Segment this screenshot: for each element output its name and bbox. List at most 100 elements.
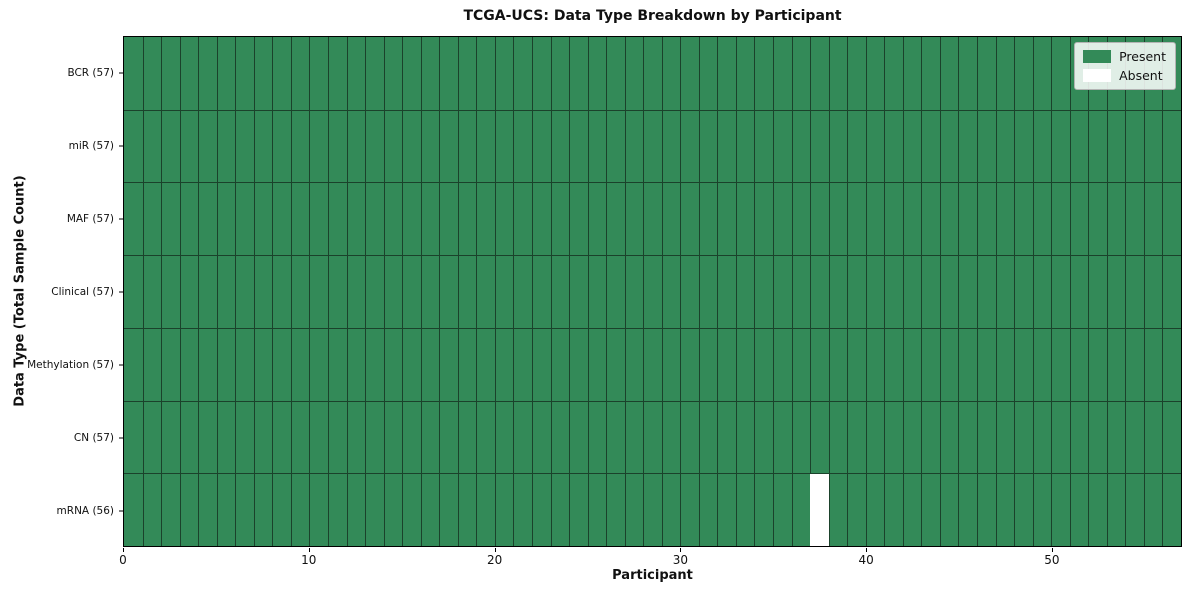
grid-line-vertical <box>309 37 311 546</box>
x-tick-label: 0 <box>119 553 127 567</box>
x-tick-mark <box>308 548 310 552</box>
y-tick-label-MAF: MAF (57) <box>66 212 114 225</box>
legend: Present Absent <box>1074 42 1176 90</box>
grid-line-vertical <box>624 37 626 546</box>
grid-line-vertical <box>661 37 663 546</box>
grid-line-vertical <box>773 37 775 546</box>
x-tick-label: 10 <box>301 553 317 567</box>
grid-line-vertical <box>921 37 923 546</box>
x-tick-label: 50 <box>1044 553 1060 567</box>
y-tick-label-BCR: BCR (57) <box>67 66 114 79</box>
y-tick-label-miR: miR (57) <box>68 139 114 152</box>
grid-line-vertical <box>383 37 385 546</box>
grid-line-vertical <box>884 37 886 546</box>
grid-line-vertical <box>402 37 404 546</box>
x-tick-label: 30 <box>672 553 688 567</box>
y-tick-mark <box>119 291 123 292</box>
grid-line-vertical <box>142 37 144 546</box>
grid-line-vertical <box>958 37 960 546</box>
grid-line-vertical <box>587 37 589 546</box>
grid-line-vertical <box>643 37 645 546</box>
grid-line-vertical <box>327 37 329 546</box>
grid-line-vertical <box>606 37 608 546</box>
grid-line-vertical <box>754 37 756 546</box>
grid-line-vertical <box>365 37 367 546</box>
grid-line-vertical <box>717 37 719 546</box>
x-axis-label: Participant <box>612 568 693 583</box>
grid-line-vertical <box>1051 37 1053 546</box>
legend-swatch-absent <box>1083 69 1112 82</box>
absent-cell-mRNA-37 <box>810 474 829 546</box>
grid-line-vertical <box>513 37 515 546</box>
grid-line-vertical <box>235 37 237 546</box>
y-tick-label-mRNA: mRNA (56) <box>56 504 114 517</box>
heatmap-plot: Present Absent <box>123 36 1182 547</box>
grid-line-horizontal <box>124 327 1181 329</box>
grid-line-vertical <box>531 37 533 546</box>
grid-line-vertical <box>977 37 979 546</box>
grid-line-horizontal <box>124 182 1181 184</box>
grid-line-vertical <box>439 37 441 546</box>
grid-line-vertical <box>272 37 274 546</box>
grid-line-vertical <box>1106 37 1108 546</box>
grid-line-vertical <box>569 37 571 546</box>
grid-line-horizontal <box>124 109 1181 111</box>
grid-line-vertical <box>939 37 941 546</box>
y-tick-mark <box>119 510 123 511</box>
legend-item-absent: Absent <box>1083 68 1166 83</box>
grid-line-vertical <box>179 37 181 546</box>
grid-line-vertical <box>902 37 904 546</box>
y-tick-mark <box>119 72 123 73</box>
x-axis-ticks: 0 10 20 30 40 50 <box>119 547 1182 567</box>
y-tick-mark <box>119 437 123 438</box>
grid-line-vertical <box>216 37 218 546</box>
grid-line-vertical <box>476 37 478 546</box>
grid-line-vertical <box>1143 37 1145 546</box>
grid-line-horizontal <box>124 473 1181 475</box>
y-tick-mark <box>119 218 123 219</box>
grid-line-vertical <box>1032 37 1034 546</box>
x-tick-mark <box>1051 548 1053 552</box>
grid-line-vertical <box>680 37 682 546</box>
grid-line-vertical <box>346 37 348 546</box>
x-tick-label: 40 <box>858 553 874 567</box>
grid-line-vertical <box>735 37 737 546</box>
grid-line-vertical <box>494 37 496 546</box>
grid-line-vertical <box>457 37 459 546</box>
legend-label-present: Present <box>1119 49 1166 64</box>
legend-swatch-present <box>1083 50 1112 63</box>
grid-line-vertical <box>1088 37 1090 546</box>
y-tick-label-Methylation: Methylation (57) <box>27 358 114 371</box>
x-tick-mark <box>123 548 124 552</box>
grid-line-vertical <box>865 37 867 546</box>
legend-item-present: Present <box>1083 49 1166 64</box>
grid-line-vertical <box>420 37 422 546</box>
legend-label-absent: Absent <box>1119 68 1163 83</box>
grid-line-vertical <box>1014 37 1016 546</box>
x-tick-mark <box>680 548 682 552</box>
y-axis-ticks: BCR (57) miR (57) MAF (57) Clinical (57) Met… <box>0 36 123 547</box>
grid-line-horizontal <box>124 400 1181 402</box>
y-tick-mark <box>119 145 123 146</box>
grid-line-vertical <box>1069 37 1071 546</box>
x-tick-mark <box>866 548 868 552</box>
grid-line-vertical <box>698 37 700 546</box>
grid-line-vertical <box>290 37 292 546</box>
y-tick-mark <box>119 364 123 365</box>
grid-line-vertical <box>810 37 812 546</box>
grid-line-vertical <box>161 37 163 546</box>
grid-line-vertical <box>847 37 849 546</box>
grid-line-vertical <box>550 37 552 546</box>
grid-line-vertical <box>791 37 793 546</box>
x-tick-mark <box>494 548 496 552</box>
grid-line-vertical <box>995 37 997 546</box>
grid-line-vertical <box>1162 37 1164 546</box>
grid-line-vertical <box>198 37 200 546</box>
grid-line-vertical <box>253 37 255 546</box>
x-tick-label: 20 <box>486 553 503 567</box>
grid-line-vertical <box>828 37 830 546</box>
y-tick-label-Clinical: Clinical (57) <box>51 285 114 298</box>
grid-line-horizontal <box>124 255 1181 257</box>
y-tick-label-CN: CN (57) <box>73 431 114 444</box>
